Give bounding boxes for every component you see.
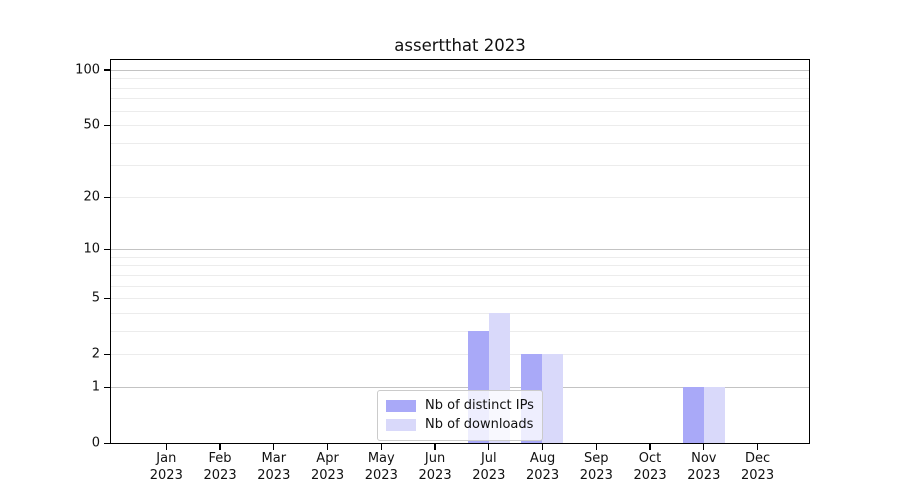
x-axis-tick bbox=[219, 444, 221, 450]
y-axis-tick bbox=[104, 442, 110, 444]
x-tick-label-nov: Nov 2023 bbox=[687, 451, 721, 483]
y-gridline-minor bbox=[111, 256, 809, 258]
x-axis-tick bbox=[703, 444, 705, 450]
y-gridline-minor bbox=[111, 78, 809, 80]
x-axis-tick bbox=[326, 444, 329, 450]
x-axis-tick bbox=[434, 444, 436, 450]
bar-nb-of-downloads-nov bbox=[703, 386, 725, 443]
x-tick-label-mar: Mar 2023 bbox=[257, 451, 291, 483]
x-tick-label-jan: Jan 2023 bbox=[149, 451, 183, 483]
y-gridline-minor bbox=[111, 312, 809, 314]
y-gridline-major bbox=[111, 249, 809, 251]
y-gridline-minor bbox=[111, 196, 809, 198]
bar-nb-of-distinct-ips-nov bbox=[682, 386, 704, 443]
x-axis-tick bbox=[756, 444, 759, 450]
y-tick-label: 100 bbox=[75, 62, 100, 78]
bar-nb-of-downloads-aug bbox=[542, 354, 564, 443]
y-tick-label: 0 bbox=[91, 435, 100, 451]
y-tick-label: 20 bbox=[83, 189, 100, 205]
y-axis-tick bbox=[104, 248, 110, 250]
y-gridline-major bbox=[111, 69, 809, 71]
y-gridline-minor bbox=[111, 298, 809, 300]
x-tick-label-may: May 2023 bbox=[364, 451, 398, 483]
y-tick-label: 5 bbox=[91, 290, 100, 306]
x-tick-label-dec: Dec 2023 bbox=[741, 451, 775, 483]
x-axis-tick bbox=[649, 444, 651, 450]
x-axis-tick bbox=[541, 444, 544, 450]
x-axis-tick bbox=[273, 444, 275, 450]
y-axis-tick bbox=[104, 386, 110, 388]
legend-swatch-distinct-ips bbox=[386, 399, 416, 412]
y-axis-tick bbox=[104, 196, 110, 198]
y-axis-tick bbox=[104, 69, 110, 71]
y-gridline-minor bbox=[111, 125, 809, 127]
plot-area bbox=[110, 59, 810, 444]
y-gridline-major bbox=[111, 387, 809, 389]
y-gridline-minor bbox=[111, 274, 809, 276]
y-gridline-minor bbox=[111, 165, 809, 167]
y-gridline-minor bbox=[111, 142, 809, 144]
y-tick-label: 2 bbox=[91, 346, 100, 362]
x-axis-tick bbox=[165, 444, 167, 450]
y-axis-tick bbox=[104, 353, 110, 356]
y-gridline-minor bbox=[111, 285, 809, 287]
x-tick-label-jul: Jul 2023 bbox=[472, 451, 506, 483]
legend-swatch-downloads bbox=[386, 418, 416, 431]
legend-entry-distinct-ips: Nb of distinct IPs bbox=[386, 396, 534, 415]
x-axis-tick bbox=[380, 444, 382, 450]
y-gridline-minor bbox=[111, 354, 809, 356]
y-axis-tick bbox=[104, 124, 110, 126]
y-gridline-minor bbox=[111, 330, 809, 332]
x-tick-label-feb: Feb 2023 bbox=[203, 451, 237, 483]
legend-entry-downloads: Nb of downloads bbox=[386, 415, 534, 434]
x-tick-label-jun: Jun 2023 bbox=[418, 451, 452, 483]
chart-title: assertthat 2023 bbox=[394, 36, 526, 55]
plot-canvas bbox=[111, 60, 809, 443]
legend: Nb of distinct IPs Nb of downloads bbox=[377, 390, 543, 441]
y-tick-label: 10 bbox=[83, 241, 100, 257]
y-gridline-minor bbox=[111, 87, 809, 89]
y-axis-tick bbox=[104, 297, 110, 299]
y-gridline-minor bbox=[111, 110, 809, 112]
x-tick-label-aug: Aug 2023 bbox=[526, 451, 560, 483]
x-tick-label-sep: Sep 2023 bbox=[579, 451, 613, 483]
legend-label-distinct-ips: Nb of distinct IPs bbox=[425, 398, 534, 413]
legend-label-downloads: Nb of downloads bbox=[425, 417, 534, 432]
y-gridline-minor bbox=[111, 98, 809, 100]
y-gridline-minor bbox=[111, 265, 809, 267]
y-tick-label: 1 bbox=[91, 379, 100, 395]
x-axis-tick bbox=[488, 444, 490, 450]
x-tick-label-apr: Apr 2023 bbox=[311, 451, 345, 483]
x-axis-tick bbox=[595, 444, 597, 450]
x-tick-label-oct: Oct 2023 bbox=[633, 451, 667, 483]
y-tick-label: 50 bbox=[83, 117, 100, 133]
